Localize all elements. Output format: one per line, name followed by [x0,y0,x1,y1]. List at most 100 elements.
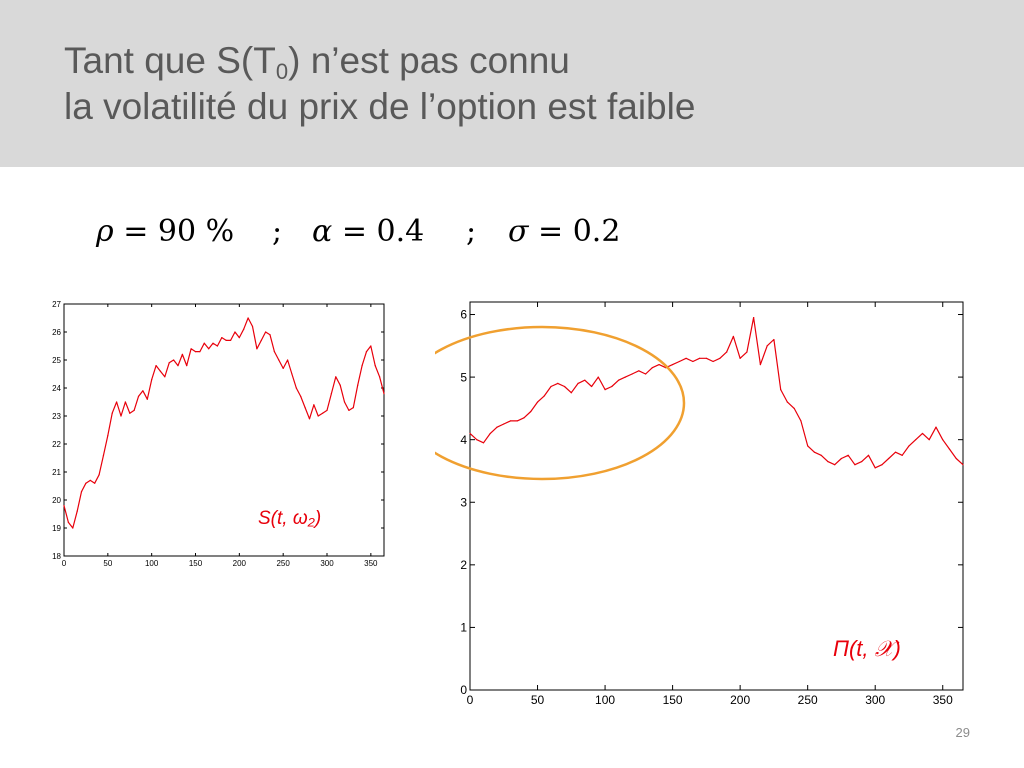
rho-param: ρ = 90 % [96,214,234,249]
rho-symbol: ρ [96,214,114,249]
data-point [251,325,254,327]
data-point [503,423,505,425]
title-line-1-end: ) n’est pas connu [288,40,570,81]
data-point [604,389,606,391]
y-tick-label: 3 [460,495,467,509]
data-point [746,351,748,353]
data-point [352,407,354,409]
data-point [658,363,660,366]
x-tick-label: 0 [467,693,474,707]
data-point [291,373,293,375]
data-point [773,338,775,341]
data-point [278,359,280,361]
data-point [935,426,937,428]
data-point [563,385,566,388]
data-point [348,409,350,411]
x-tick-label: 50 [103,559,112,568]
data-point [330,393,332,395]
data-point [921,432,924,435]
data-point [469,432,471,435]
parameter-line: ρ = 90 % ; α = 0.4 ; σ = 0.2 [96,210,656,260]
x-tick-label: 0 [62,559,67,568]
title-line-1-start: Tant que S(T [64,40,276,81]
x-tick-label: 350 [933,693,953,707]
data-point [216,345,219,347]
data-point [98,474,100,476]
data-point [685,357,687,359]
data-point [732,335,734,338]
data-point [793,407,795,409]
data-point [286,359,289,361]
data-point [719,357,721,359]
y-tick-label: 20 [52,496,61,505]
y-tick-label: 0 [460,683,467,697]
data-point [172,359,175,361]
data-point [813,451,816,453]
title-banner: Tant que S(T0) n’est pas connu la volati… [0,0,1024,167]
data-point [102,454,105,456]
data-point [590,385,593,388]
slide-title: Tant que S(T0) n’est pas connu la volati… [64,38,695,130]
data-point [861,460,863,463]
x-tick-label: 250 [798,693,818,707]
data-point [577,382,579,384]
data-point [76,510,78,512]
data-point [94,482,96,484]
data-point [847,454,849,456]
data-point [948,448,951,450]
data-point [766,345,768,347]
data-point [159,370,162,372]
data-point [712,360,714,363]
x-tick-label: 150 [663,693,683,707]
data-point [304,407,306,409]
y-tick-label: 26 [52,328,61,337]
data-point [874,467,876,469]
data-point [308,418,311,420]
title-line-1: Tant que S(T0) n’est pas connu [64,38,695,84]
data-point [807,445,809,447]
data-point [557,382,559,384]
data-point [67,521,69,523]
data-point [199,351,201,353]
data-point [221,337,223,339]
data-point [243,328,245,330]
data-point [208,348,210,350]
data-point [181,353,183,355]
alpha-value: = 0.4 [341,214,425,249]
sigma-symbol: σ [508,214,529,249]
data-point [300,395,302,397]
data-point [476,439,478,441]
data-point [638,370,640,372]
data-point [164,376,166,378]
x-tick-label: 300 [320,559,334,568]
series-annotation: Π(t, 𝒳) [833,636,901,661]
data-point [282,367,284,369]
data-point [63,505,65,507]
data-point [699,357,701,359]
y-tick-label: 25 [52,356,61,365]
data-point [107,435,109,437]
data-point [908,445,910,447]
data-point [190,348,192,350]
data-point [269,334,271,336]
data-point [383,393,385,395]
plot-frame [63,303,385,557]
data-point [72,527,74,529]
data-point [120,415,122,417]
data-point [133,409,135,411]
data-point [357,384,359,386]
data-point [168,362,170,364]
y-tick-label: 27 [52,300,61,309]
data-point [570,392,572,394]
rho-value: = 90 % [123,214,235,249]
data-point [928,439,930,441]
page-number: 29 [955,725,970,740]
data-point [786,401,789,403]
data-point [129,412,131,414]
data-point [339,384,341,386]
data-point [343,401,346,403]
data-point [194,351,197,353]
data-point [759,363,761,366]
data-point [361,365,363,367]
param-separator: ; [272,214,283,249]
